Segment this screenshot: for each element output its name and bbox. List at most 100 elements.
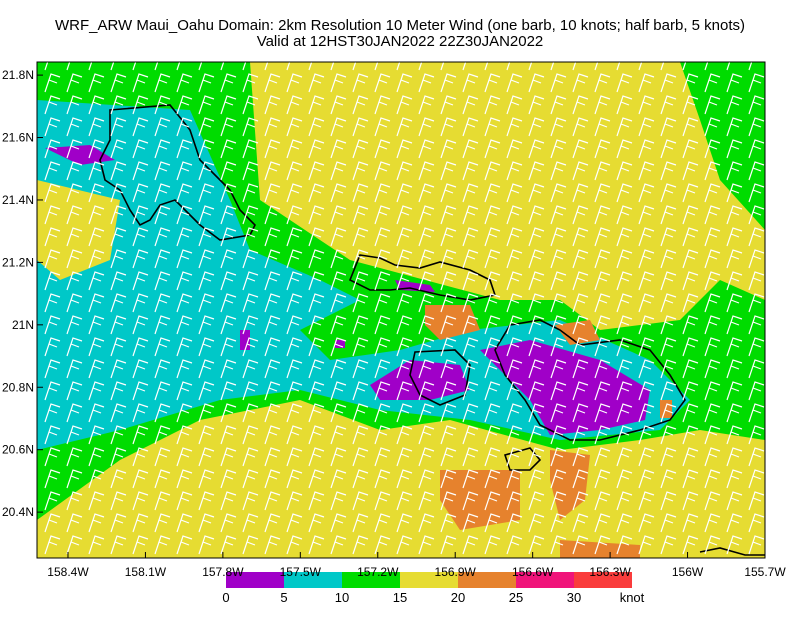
y-tick-label: 20.6N: [2, 443, 34, 457]
wind-barb: [726, 491, 743, 511]
wind-barbs: [44, 62, 786, 555]
wind-barb: [154, 139, 171, 159]
wind-barb: [726, 469, 743, 489]
wind-barb: [726, 425, 743, 445]
wind-barb: [374, 95, 391, 115]
wind-barb: [726, 62, 731, 71]
wind-barb: [154, 381, 171, 401]
colorbar-swatch: [516, 572, 574, 588]
wind-barb: [594, 403, 611, 423]
wind-barb: [418, 403, 435, 423]
wind-barb: [396, 513, 413, 533]
wind-barb: [682, 205, 699, 225]
wind-barb: [484, 359, 501, 379]
wind-barb: [352, 491, 369, 511]
wind-barb: [132, 381, 149, 401]
wind-barb: [484, 249, 501, 269]
wind-barb: [66, 62, 71, 71]
wind-barb: [110, 117, 127, 137]
wind-barb: [132, 271, 149, 291]
wind-barb: [440, 205, 457, 225]
wind-barb: [132, 293, 149, 313]
wind-barb: [682, 62, 687, 71]
wind-barb: [440, 249, 457, 269]
wind-barb: [682, 95, 699, 115]
wind-barb: [264, 183, 281, 203]
wind-barb: [506, 425, 523, 445]
wind-barb: [418, 205, 435, 225]
wind-barb: [594, 425, 611, 445]
wind-barb: [308, 183, 325, 203]
wind-barb: [198, 249, 215, 269]
wind-barb: [44, 469, 61, 489]
wind-barb: [682, 403, 699, 423]
wind-barb: [286, 73, 303, 93]
wind-barb: [352, 337, 369, 357]
wind-barb: [704, 491, 721, 511]
wind-barb: [154, 205, 171, 225]
wind-barb: [352, 205, 369, 225]
wind-barb: [242, 139, 259, 159]
wind-barb: [264, 117, 281, 137]
wind-barb: [330, 271, 347, 291]
wind-barb: [132, 447, 149, 467]
wind-barb: [176, 425, 193, 445]
wind-barb: [748, 491, 765, 511]
wind-barb: [418, 62, 423, 71]
wind-barb: [550, 359, 567, 379]
wind-barb: [396, 271, 413, 291]
wind-barb: [176, 117, 193, 137]
wind-barb: [440, 513, 457, 533]
wind-barb: [198, 359, 215, 379]
wind-barb: [638, 227, 655, 247]
wind-barb: [264, 425, 281, 445]
wind-barb: [66, 139, 83, 159]
wind-barb: [572, 469, 589, 489]
wind-barb: [352, 73, 369, 93]
wind-barb: [198, 271, 215, 291]
wind-barb: [440, 117, 457, 137]
wind-barb: [726, 205, 743, 225]
wind-barb: [528, 425, 545, 445]
wind-barb: [528, 73, 545, 93]
wind-barb: [638, 337, 655, 357]
wind-barb: [198, 95, 215, 115]
wind-barb: [220, 161, 237, 181]
wind-barb: [726, 117, 743, 137]
wind-barb: [682, 491, 699, 511]
wind-barb: [484, 62, 489, 71]
wind-barb: [66, 117, 83, 137]
wind-barb: [132, 469, 149, 489]
colorbar-swatch: [284, 572, 342, 588]
wind-barb: [484, 227, 501, 247]
wind-barb: [220, 205, 237, 225]
wind-barb: [682, 73, 699, 93]
wind-barb: [748, 293, 765, 313]
wind-barb: [286, 139, 303, 159]
wind-barb: [704, 469, 721, 489]
wind-barb: [506, 447, 523, 467]
wind-barb: [374, 139, 391, 159]
wind-barb: [484, 469, 501, 489]
wind-barb: [771, 514, 786, 532]
wind-barb: [44, 73, 61, 93]
wind-barb: [594, 469, 611, 489]
wind-barb: [440, 447, 457, 467]
wind-barb: [330, 183, 347, 203]
wind-barb: [374, 535, 391, 555]
wind-barb: [66, 95, 83, 115]
wind-barb: [110, 359, 127, 379]
wind-barb: [88, 161, 105, 181]
wind-barb: [176, 469, 193, 489]
wind-barb: [484, 447, 501, 467]
wind-barb: [286, 535, 303, 555]
wind-barb: [462, 337, 479, 357]
wind-barb: [506, 359, 523, 379]
wind-barb: [660, 425, 677, 445]
wind-barb: [308, 381, 325, 401]
wind-barb: [440, 62, 445, 71]
wind-barb: [748, 205, 765, 225]
wind-barb: [308, 513, 325, 533]
wind-barb: [374, 359, 391, 379]
wind-barb: [638, 491, 655, 511]
